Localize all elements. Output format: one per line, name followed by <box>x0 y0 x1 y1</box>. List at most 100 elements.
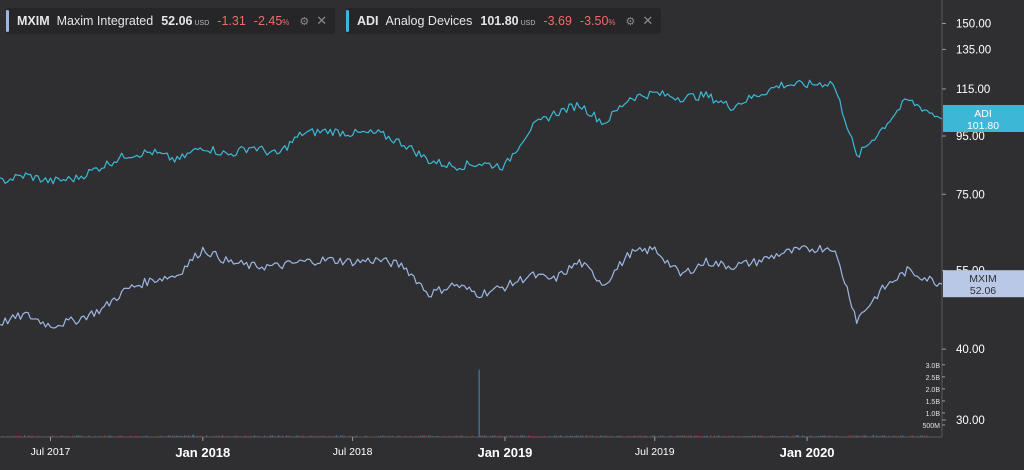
volume-bar <box>802 435 804 437</box>
close-icon[interactable]: ✕ <box>316 13 328 28</box>
volume-bar <box>302 435 304 437</box>
volume-bar <box>502 436 504 437</box>
volume-bar <box>172 435 174 437</box>
time-tick-label: Jan 2020 <box>780 445 835 460</box>
volume-bar <box>184 435 186 437</box>
price-tick-label: 75.00 <box>956 189 985 201</box>
price-tick-label: 30.00 <box>956 415 985 427</box>
volume-spike-bar <box>797 435 799 437</box>
legend-chip-adi[interactable]: ADI Analog Devices 101.80 USD -3.69 -3.5… <box>346 8 662 34</box>
volume-bar <box>766 436 768 437</box>
volume-bar <box>796 435 798 437</box>
volume-bar <box>38 435 40 437</box>
volume-bar <box>912 435 914 437</box>
volume-bar <box>550 436 552 437</box>
volume-bar <box>392 436 394 437</box>
time-axis[interactable]: Jul 2017 Jan 2018 Jul 2018 Jan 2019 Jul 2019… <box>31 437 835 460</box>
volume-bar <box>32 435 34 437</box>
volume-bar <box>382 435 384 437</box>
volume-bar <box>78 435 80 437</box>
volume-bar <box>352 436 354 437</box>
volume-bar <box>104 435 106 437</box>
volume-bar <box>294 436 296 437</box>
volume-bar <box>670 435 672 437</box>
volume-bar <box>828 435 830 437</box>
volume-bar <box>736 436 738 437</box>
volume-bar <box>768 436 770 437</box>
volume-bar <box>776 436 778 437</box>
close-icon[interactable]: ✕ <box>642 13 654 28</box>
volume-bar <box>674 436 676 437</box>
volume-bar <box>790 436 792 437</box>
volume-bar <box>660 435 662 437</box>
volume-bar <box>456 435 458 437</box>
last-value-symbol: MXIM <box>969 273 996 285</box>
volume-bar <box>558 435 560 437</box>
volume-bar <box>404 435 406 437</box>
volume-bar <box>554 435 556 437</box>
volume-bar <box>108 435 110 437</box>
volume-bar <box>894 435 896 437</box>
legend-chip-mxim[interactable]: MXIM Maxim Integrated 52.06 USD -1.31 -2… <box>6 8 336 34</box>
volume-bar <box>80 435 82 437</box>
price-axis[interactable]: 150.00135.00115.0095.0075.0055.0040.0030… <box>942 18 991 427</box>
volume-bar <box>486 435 488 437</box>
volume-bar <box>498 435 500 437</box>
volume-bar <box>144 436 146 437</box>
settings-icon[interactable]: ⚙ <box>299 15 310 28</box>
volume-bar <box>484 435 486 437</box>
volume-bar <box>328 436 330 437</box>
volume-bar <box>166 435 168 437</box>
volume-bar <box>892 435 894 437</box>
volume-bar <box>626 436 628 437</box>
volume-bar <box>794 435 796 437</box>
volume-bar <box>806 436 808 437</box>
volume-bar <box>602 435 604 437</box>
volume-bar <box>758 435 760 437</box>
volume-bar <box>560 435 562 437</box>
volume-bar <box>438 436 440 437</box>
volume-bar <box>646 436 648 437</box>
volume-tick-label: 500M <box>922 423 940 430</box>
volume-bar <box>824 435 826 437</box>
volume-bar <box>56 436 58 437</box>
volume-bar <box>792 435 794 437</box>
volume-bar <box>562 436 564 437</box>
volume-bar <box>118 435 120 437</box>
volume-bar <box>694 435 696 437</box>
volume-bar <box>744 436 746 437</box>
settings-icon[interactable]: ⚙ <box>625 15 636 28</box>
volume-bar <box>178 435 180 437</box>
volume-bar <box>290 435 292 437</box>
volume-bar <box>836 435 838 437</box>
volume-bar <box>410 435 412 437</box>
series-color-bar <box>6 10 9 32</box>
volume-bar <box>840 436 842 437</box>
volume-bar <box>524 435 526 437</box>
volume-bar <box>640 435 642 437</box>
volume-bar <box>340 435 342 437</box>
volume-bar <box>110 435 112 437</box>
volume-bar <box>82 435 84 437</box>
volume-bar <box>300 436 302 437</box>
volume-bar <box>160 435 162 437</box>
volume-bar <box>94 435 96 437</box>
volume-bar <box>162 435 164 437</box>
volume-bar <box>60 435 62 437</box>
last-value-price: 101.80 <box>967 120 999 132</box>
volume-bar <box>318 436 320 437</box>
volume-tick-label: 2.5B <box>926 375 941 382</box>
volume-bar <box>888 435 890 437</box>
volume-bar <box>628 435 630 437</box>
volume-bar <box>182 436 184 437</box>
volume-bar <box>258 435 260 437</box>
legend-change-pct: -3.50 <box>579 14 609 28</box>
volume-bar <box>480 435 482 437</box>
volume-bar <box>338 436 340 437</box>
volume-bar <box>804 436 806 437</box>
volume-bar <box>420 435 422 437</box>
volume-bar <box>76 435 78 437</box>
volume-bar <box>752 435 754 437</box>
volume-bar <box>240 436 242 437</box>
